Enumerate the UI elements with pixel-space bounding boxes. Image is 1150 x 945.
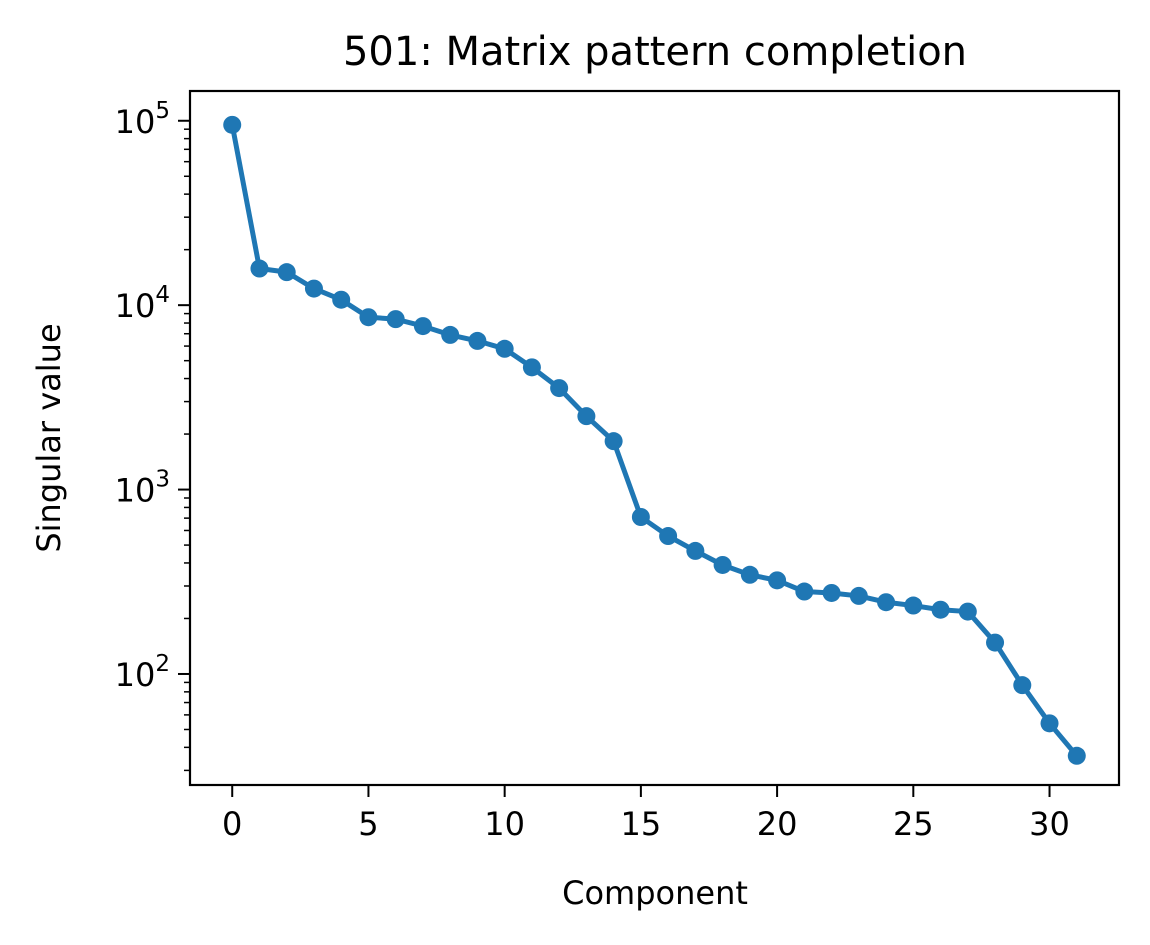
data-point — [958, 602, 977, 621]
data-point — [1067, 746, 1086, 765]
data-point — [822, 583, 841, 602]
x-tick-label: 25 — [893, 805, 934, 843]
data-point — [277, 263, 296, 282]
data-point — [413, 317, 432, 336]
data-point — [359, 308, 378, 327]
data-point — [223, 115, 242, 134]
x-tick-label: 0 — [222, 805, 242, 843]
data-point — [604, 432, 623, 451]
data-point — [795, 582, 814, 601]
data-point — [686, 541, 705, 560]
data-point — [304, 279, 323, 298]
data-point — [386, 310, 405, 329]
data-point — [904, 596, 923, 615]
data-point — [768, 571, 787, 590]
y-tick-label: 102 — [115, 651, 170, 694]
x-tick-label: 5 — [358, 805, 378, 843]
x-axis-label: Component — [562, 874, 748, 912]
data-point — [740, 565, 759, 584]
y-tick-label: 105 — [115, 98, 170, 141]
data-point — [550, 379, 569, 398]
data-point — [631, 507, 650, 526]
data-point — [250, 259, 269, 278]
plot-area — [223, 115, 1086, 765]
data-point — [986, 633, 1005, 652]
data-point — [522, 358, 541, 377]
x-tick-label: 10 — [484, 805, 525, 843]
y-tick-label: 103 — [115, 467, 170, 510]
data-point — [877, 593, 896, 612]
x-axis: 0 5 10 15 20 25 30 — [222, 785, 1070, 843]
data-point — [849, 586, 868, 605]
data-point — [931, 600, 950, 619]
x-tick-label: 15 — [621, 805, 662, 843]
y-tick-label: 104 — [115, 282, 170, 325]
data-point — [659, 527, 678, 546]
axes-frame — [188, 89, 1121, 787]
y-axis-label: Singular value — [30, 323, 68, 552]
data-point — [1013, 676, 1032, 695]
y-axis: 102 103 104 105 — [115, 98, 190, 772]
data-point — [713, 555, 732, 574]
data-point — [468, 331, 487, 350]
data-point — [495, 339, 514, 358]
x-tick-label: 30 — [1029, 805, 1070, 843]
x-tick-label: 20 — [757, 805, 798, 843]
data-point — [1040, 714, 1059, 733]
data-point — [577, 407, 596, 426]
series-line — [229, 124, 1079, 758]
data-point — [441, 325, 460, 344]
data-point — [332, 290, 351, 309]
chart-title: 501: Matrix pattern completion — [343, 29, 967, 75]
